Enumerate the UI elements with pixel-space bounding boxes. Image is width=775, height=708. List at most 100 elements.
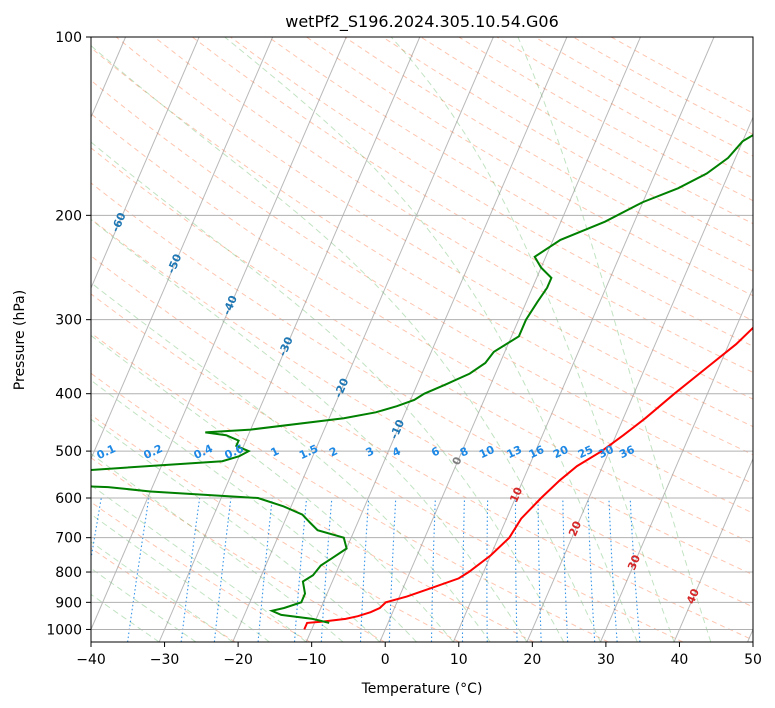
isotherm-line <box>91 37 200 290</box>
isotherm-label: -40 <box>220 293 240 317</box>
moist-adiabat <box>517 37 712 642</box>
dry-adiabat <box>91 414 460 642</box>
isotherm-line <box>673 457 753 642</box>
mixing-ratio-label: 0.2 <box>142 442 165 462</box>
dry-adiabat <box>91 182 753 576</box>
plot-frame <box>90 36 754 643</box>
y-tick-label: 900 <box>55 595 82 611</box>
x-tick-label: −20 <box>223 652 253 668</box>
isotherm-line <box>305 37 568 642</box>
dry-adiabat <box>344 37 753 272</box>
dry-adiabat <box>91 501 311 642</box>
isotherm-line <box>452 37 715 642</box>
x-tick-label: 20 <box>523 652 541 668</box>
mixing-ratio-label: 16 <box>527 443 547 461</box>
dry-adiabat <box>572 37 753 135</box>
moist-adiabat <box>91 334 454 642</box>
axes: −40 −30 −20 −10 0 10 20 30 40 50 1000 900 800 700 600 5… <box>46 30 762 668</box>
x-tick-label: 0 <box>381 652 390 668</box>
moist-adiabat <box>91 513 270 642</box>
mixing-ratio-label: 10 <box>477 443 497 461</box>
isotherm-label: -60 <box>109 210 129 234</box>
moist-adiabat <box>91 453 344 642</box>
moist-adiabat <box>91 141 565 642</box>
mixing-ratio-label: 13 <box>505 443 524 461</box>
isotherm-line <box>158 37 421 642</box>
y-tick-label: 200 <box>55 208 82 224</box>
isotherm-line <box>91 37 347 631</box>
temperature-profile-line <box>303 326 753 630</box>
moist-adiabat <box>91 567 197 642</box>
dry-adiabat <box>91 79 753 485</box>
dry-adiabat <box>268 37 753 322</box>
moist-adiabat <box>91 379 417 642</box>
mixing-ratio-label: 1 <box>269 444 281 459</box>
isotherm-label: 30 <box>625 553 643 573</box>
y-tick-label: 800 <box>55 565 82 581</box>
moist-adiabat <box>91 418 381 642</box>
isotherm-label: -30 <box>276 335 296 359</box>
mixing-ratio-label: 3 <box>364 445 376 460</box>
mixing-ratio-label: 0.1 <box>95 442 118 462</box>
x-tick-label: −30 <box>150 652 180 668</box>
y-axis-label: Pressure (hPa) <box>12 290 28 390</box>
y-tick-label: 600 <box>55 491 82 507</box>
mixing-ratio-line <box>486 498 489 642</box>
moist-adiabat <box>91 45 601 642</box>
isotherm-line <box>379 37 641 642</box>
mixing-ratio-line <box>257 497 273 642</box>
isotherm-label: 20 <box>566 519 584 539</box>
y-tick-label: 700 <box>55 531 82 547</box>
x-axis-label: Temperature (°C) <box>361 681 483 697</box>
isotherm-label: 40 <box>684 586 702 606</box>
mixing-ratio-label: 1.5 <box>297 442 320 462</box>
isotherm-line <box>747 628 753 642</box>
pressure-grid <box>91 37 753 630</box>
dry-adiabat <box>306 37 753 297</box>
dry-adiabat <box>91 147 753 545</box>
x-tick-label: 50 <box>744 652 762 668</box>
isotherm-line <box>526 115 753 642</box>
series-lines <box>91 133 753 630</box>
isotherm-label: -50 <box>165 252 185 276</box>
y-tick-label: 300 <box>55 313 82 329</box>
moist-adiabat <box>390 37 675 642</box>
dry-adiabat <box>91 372 534 642</box>
mixing-ratio-label: 25 <box>576 443 595 461</box>
background-lines <box>91 37 753 642</box>
mixing-ratio-label: 0.6 <box>223 442 246 462</box>
mixing-ratio-line <box>587 497 596 642</box>
dry-adiabat <box>420 37 753 225</box>
dry-adiabat <box>91 113 753 514</box>
x-tick-label: −40 <box>76 652 106 668</box>
mixing-ratio-label: 6 <box>429 444 442 459</box>
dry-adiabat <box>91 218 753 608</box>
isotherm-label: 10 <box>507 485 525 505</box>
moist-adiabat <box>91 282 491 642</box>
isotherm-line <box>232 37 494 642</box>
mixing-ratio-label: 30 <box>596 443 616 461</box>
dry-adiabat <box>115 37 753 428</box>
mixing-ratio-label: 2 <box>327 445 339 460</box>
x-tick-label: 10 <box>450 652 468 668</box>
moist-adiabat <box>91 541 233 642</box>
mixing-ratio-line <box>537 498 542 642</box>
dewpoint-profile-line <box>91 133 753 624</box>
y-tick-label: 1000 <box>46 622 82 638</box>
mixing-ratio-line <box>293 497 308 642</box>
dry-adiabat <box>191 37 753 373</box>
chart-title: wetPf2_S196.2024.305.10.54.G06 <box>285 12 559 32</box>
mixing-ratio-line <box>514 498 518 642</box>
y-tick-label: 100 <box>55 30 82 46</box>
moist-adiabat <box>91 484 307 642</box>
mixing-ratio-label: 20 <box>551 443 571 461</box>
isotherm-line <box>600 286 753 642</box>
moist-adiabat <box>224 37 638 642</box>
dry-adiabat <box>91 457 385 642</box>
mixing-ratio-label: 36 <box>617 443 637 461</box>
dry-adiabat <box>91 332 609 642</box>
isotherm-label: -10 <box>387 417 407 441</box>
dry-adiabat <box>458 37 753 202</box>
